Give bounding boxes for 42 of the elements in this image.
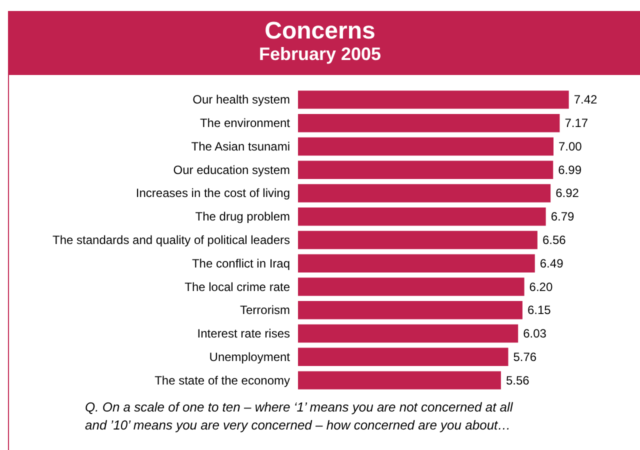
chart-title: Concerns (264, 18, 376, 44)
bar (298, 324, 518, 343)
bar (298, 278, 524, 296)
y-tick-label: Increases in the cost of living (136, 186, 290, 200)
y-tick-label: The conflict in Iraq (192, 256, 290, 270)
bar (298, 137, 554, 156)
y-tick-label: The standards and quality of political leaders (52, 233, 290, 247)
data-label: 6.92 (556, 186, 580, 200)
y-tick-label: The Asian tsunami (191, 139, 290, 154)
text: Q. On a scale of one to ten – where ‘1’ means you are not concerned at all and ’10’ means you are very concerned – how concerned are you about… (85, 400, 516, 432)
y-tick-label: Terrorism (240, 303, 290, 318)
y-tick-label: Interest rate rises (197, 326, 290, 341)
bar (298, 90, 569, 109)
bar (298, 301, 522, 320)
data-label: 6.79 (550, 210, 575, 224)
y-tick-label: Our education system (173, 162, 290, 177)
y-tick-label: Our health system (192, 92, 290, 107)
bar (298, 371, 501, 390)
y-tick-label: The environment (200, 116, 291, 130)
data-label: 6.03 (523, 326, 547, 341)
bar (298, 254, 535, 273)
y-tick-label: The local crime rate (184, 280, 290, 294)
bar (298, 207, 546, 226)
data-label: 6.15 (527, 303, 552, 318)
bar (298, 348, 508, 366)
data-label: 5.56 (506, 373, 530, 388)
data-label: 5.76 (513, 350, 537, 364)
y-tick-label: The state of the economy (154, 373, 290, 388)
data-label: 6.49 (540, 256, 564, 270)
data-label: 7.42 (574, 92, 598, 107)
y-tick-label: The drug problem (195, 210, 290, 224)
bar (298, 230, 538, 250)
y-tick-label: Unemployment (209, 350, 291, 364)
bar (298, 160, 554, 179)
data-label: 6.20 (529, 280, 553, 294)
data-label: 6.56 (542, 233, 566, 247)
data-label: 6.99 (558, 162, 582, 177)
chart-subtitle: February 2005 (258, 44, 382, 64)
bar (298, 114, 560, 132)
data-label: 7.17 (564, 116, 588, 130)
data-label: 7.00 (558, 139, 582, 154)
bar (298, 184, 551, 202)
